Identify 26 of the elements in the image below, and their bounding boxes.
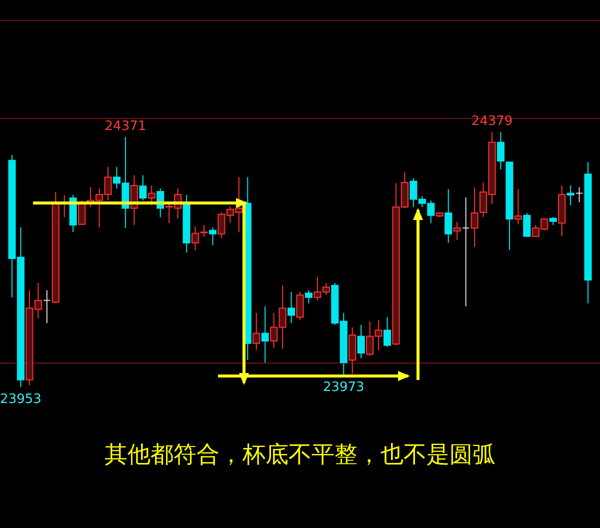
candlestick — [148, 184, 156, 206]
candlestick — [288, 291, 296, 324]
candlestick — [576, 186, 584, 203]
annotation: 24379 — [471, 114, 513, 130]
candlestick — [139, 174, 147, 201]
annotation: 23953 — [0, 392, 42, 408]
candlestick — [357, 324, 365, 359]
candlestick — [384, 316, 392, 348]
candlestick — [304, 290, 312, 304]
candlestick — [462, 196, 470, 307]
candlestick — [444, 188, 452, 244]
candlestick — [523, 212, 531, 237]
candlestick — [261, 306, 269, 364]
candlestick — [43, 290, 51, 324]
candlestick — [566, 184, 574, 206]
candlestick — [296, 291, 304, 321]
candlestick — [496, 132, 504, 170]
candlestick — [208, 226, 216, 246]
annotation: 24371 — [104, 119, 146, 134]
candlestick — [514, 188, 522, 225]
candlestick — [200, 224, 208, 238]
annotation: 23973 — [322, 380, 364, 396]
candlestick — [252, 312, 260, 350]
text: 其他都符合，杯底不平整，也不是圆弧 — [104, 441, 496, 470]
candlestick — [192, 226, 200, 251]
candlestick — [453, 221, 461, 240]
